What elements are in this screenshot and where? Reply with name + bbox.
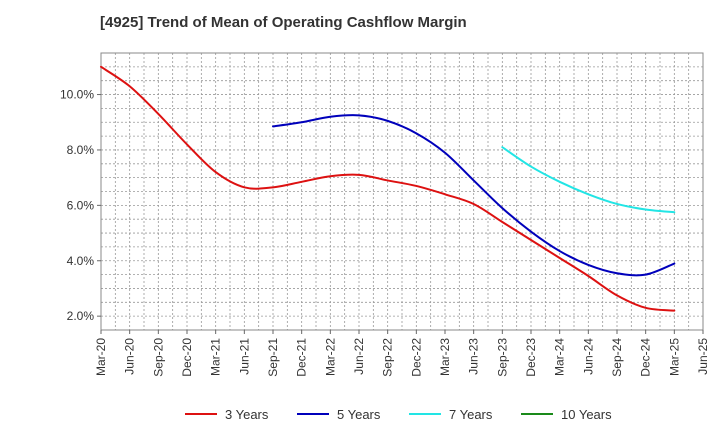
x-tick-label: Sep-22 bbox=[381, 338, 395, 377]
x-tick-label: Jun-20 bbox=[123, 338, 137, 375]
y-tick-label: 8.0% bbox=[67, 143, 95, 157]
series-line-3-years bbox=[100, 65, 676, 312]
series-line-5-years bbox=[272, 114, 676, 277]
x-tick-label: Jun-25 bbox=[696, 338, 710, 375]
x-tick-label: Jun-22 bbox=[352, 338, 366, 375]
x-tick-label: Mar-25 bbox=[667, 338, 681, 376]
x-tick-label: Dec-22 bbox=[409, 338, 423, 377]
series-line-7-years bbox=[501, 146, 676, 214]
x-tick-label: Mar-20 bbox=[94, 338, 108, 376]
x-tick-label: Sep-21 bbox=[266, 338, 280, 377]
plot-border bbox=[100, 52, 704, 331]
y-tick-label: 4.0% bbox=[67, 254, 95, 268]
legend-item: 7 Years bbox=[409, 407, 493, 422]
legend-label: 3 Years bbox=[225, 407, 269, 422]
legend-item: 5 Years bbox=[297, 407, 381, 422]
x-tick-label: Sep-24 bbox=[610, 338, 624, 377]
x-axis: Mar-20 Jun-20 Sep-20 Dec-20 Mar-21 Jun-21 Sep-… bbox=[94, 330, 710, 377]
y-tick-label: 2.0% bbox=[67, 309, 95, 323]
x-tick-label: Sep-20 bbox=[151, 338, 165, 377]
x-tick-label: Mar-22 bbox=[323, 338, 337, 376]
x-tick-label: Mar-21 bbox=[209, 338, 223, 376]
x-tick-label: Dec-21 bbox=[295, 338, 309, 377]
y-tick-label: 10.0% bbox=[60, 88, 94, 102]
chart-title: [4925] Trend of Mean of Operating Cashfl… bbox=[100, 14, 467, 31]
x-tick-label: Sep-23 bbox=[495, 338, 509, 377]
x-tick-label: Mar-24 bbox=[553, 338, 567, 376]
legend: 3 Years 5 Years 7 Years 10 Years bbox=[185, 407, 612, 422]
legend-label: 5 Years bbox=[337, 407, 381, 422]
x-tick-label: Dec-20 bbox=[180, 338, 194, 377]
x-tick-label: Dec-23 bbox=[524, 338, 538, 377]
legend-item: 3 Years bbox=[185, 407, 269, 422]
x-tick-label: Mar-23 bbox=[438, 338, 452, 376]
x-tick-label: Jun-21 bbox=[237, 338, 251, 375]
x-tick-label: Dec-24 bbox=[639, 338, 653, 377]
legend-label: 10 Years bbox=[561, 407, 612, 422]
y-tick-label: 6.0% bbox=[67, 198, 95, 212]
x-tick-label: Jun-23 bbox=[467, 338, 481, 375]
y-axis: 2.0% 4.0% 6.0% 8.0% 10.0% bbox=[60, 88, 101, 323]
legend-label: 7 Years bbox=[449, 407, 493, 422]
x-tick-label: Jun-24 bbox=[581, 338, 595, 375]
series-lines bbox=[100, 65, 676, 312]
legend-item: 10 Years bbox=[521, 407, 612, 422]
